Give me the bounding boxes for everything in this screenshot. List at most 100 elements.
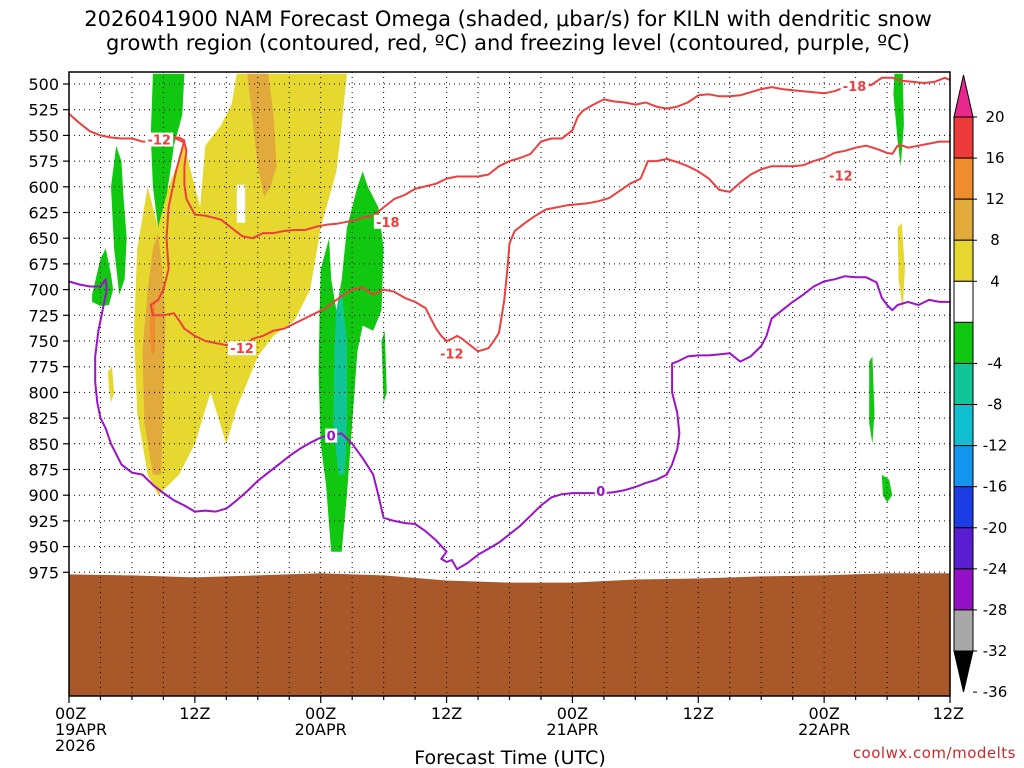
y-tick-label: 750 [28,332,59,351]
contour-labels: -18 -12 -18 -12 -12 -12 0 0 [145,79,869,500]
colorbar-label: -4 [988,354,1003,372]
contour-label: 0 [327,430,336,445]
terrain-polygon [69,573,950,696]
colorbar-swatch [953,609,974,652]
colorbar-label: -36 [983,683,1008,701]
x-tick-label: 12Z [683,704,714,723]
y-tick-label: 650 [28,229,59,248]
y-tick-label: 900 [28,486,59,505]
x-tick-label: 20APR [295,720,347,739]
x-tick-label: 2026 [55,736,96,755]
shade-orange-left-column [142,233,166,475]
colorbar-label: -24 [983,560,1008,578]
x-tick-label: 00Z [55,704,86,723]
colorbar-label: -12 [983,437,1008,455]
y-tick-label: 850 [28,435,59,454]
y-tick-label: 725 [28,306,59,325]
x-tick-label: 00Z [557,704,588,723]
y-tick-label: 625 [28,204,59,223]
colorbar-swatch [953,321,974,364]
shade-green-early-left [92,248,114,306]
y-tick-label: 525 [28,101,59,120]
contour-label: -12 [147,134,171,149]
colorbar-swatch [953,404,974,447]
title-line-2: growth region (contoured, red, ºC) and f… [106,31,910,55]
title-line-1: 2026041900 NAM Forecast Omega (shaded, μ… [84,7,932,31]
colorbar-label: 16 [985,149,1004,167]
contour-red-12-left [149,136,950,353]
contour-label-bg [840,79,869,94]
contour-label: -12 [829,170,853,185]
terrain-fill [69,573,950,696]
plot-area: -18 -12 -18 -12 -12 -12 0 0 [68,71,951,697]
shade-yellow-narrow-left [107,366,115,403]
y-tick-label: 575 [28,152,59,171]
y-axis: 500 525 550 575 600 625 650 675 700 725 750 775 800 8… [28,75,69,582]
x-tick-label: 12Z [431,704,462,723]
credit-text: coolwx.com/modelts [853,744,1016,762]
contour-label-bg [437,346,466,361]
contour-label: -12 [230,342,254,357]
colorbar-label: -32 [983,642,1008,660]
contour-label: -18 [376,216,400,231]
y-tick-label: 800 [28,383,59,402]
x-tick-label: 00Z [808,704,839,723]
x-tick-label: 19APR [55,720,107,739]
colorbar-label: -28 [983,601,1008,619]
contour-label-bg [594,484,607,499]
y-tick-label: 950 [28,538,59,557]
colorbar-label: 20 [985,108,1004,126]
colorbar-swatch [953,157,974,200]
shade-green-upper-column [150,73,185,228]
colorbar-label: 12 [985,190,1004,208]
contour-label-bg [826,168,855,183]
y-tick-label: 500 [28,75,59,94]
shade-yellow-broad [134,73,347,496]
colorbar-label: 8 [990,231,1000,249]
colorbar-swatch [953,116,974,159]
x-tick-label: 00Z [305,704,336,723]
contour-label: 0 [596,485,605,500]
shade-green-right-lower [869,356,875,444]
contour-label-bg [228,341,257,356]
contour-red-18-left [69,113,364,240]
shade-yellow-right [897,222,905,311]
shade-teal-mid-column [333,289,347,475]
shade-orange-core [247,73,277,198]
y-tick-label: 675 [28,255,59,274]
colorbar: 20 16 12 8 4 -4 -8 -12 -16 -20 -24 -28 -32 -36 [953,74,1008,701]
contour-label-bg [145,132,174,147]
x-tick-label: 21APR [546,720,598,739]
colorbar-swatch [953,445,974,488]
colorbar-bottom-arrow [953,650,974,693]
contour-label-bg [373,214,402,229]
y-tick-label: 600 [28,178,59,197]
colorbar-swatch [953,362,974,406]
y-tick-label: 775 [28,358,59,377]
colorbar-swatch [953,239,974,282]
colorbar-label: -20 [983,519,1008,537]
grid [69,72,950,696]
contour-label: -12 [440,347,464,362]
shade-white-hole [236,184,246,223]
shade-green-right-upper [893,73,904,167]
x-tick-label: 22APR [798,720,850,739]
omega-shading [92,73,905,552]
y-tick-label: 700 [28,281,59,300]
shade-green-mid-column [318,171,384,552]
y-tick-label: 550 [28,126,59,145]
y-tick-label: 875 [28,461,59,480]
y-tick-label: 975 [28,563,59,582]
x-axis-label: Forecast Time (UTC) [414,747,605,768]
shade-green-early-column [111,145,127,295]
colorbar-swatch [953,280,974,323]
shade-red-left-core [149,299,155,357]
colorbar-swatch [953,198,974,241]
colorbar-swatch [953,568,974,611]
colorbar-label: -16 [983,478,1008,496]
x-tick-label: 12Z [933,704,964,723]
y-tick-label: 825 [28,409,59,428]
colorbar-swatch [953,527,974,570]
